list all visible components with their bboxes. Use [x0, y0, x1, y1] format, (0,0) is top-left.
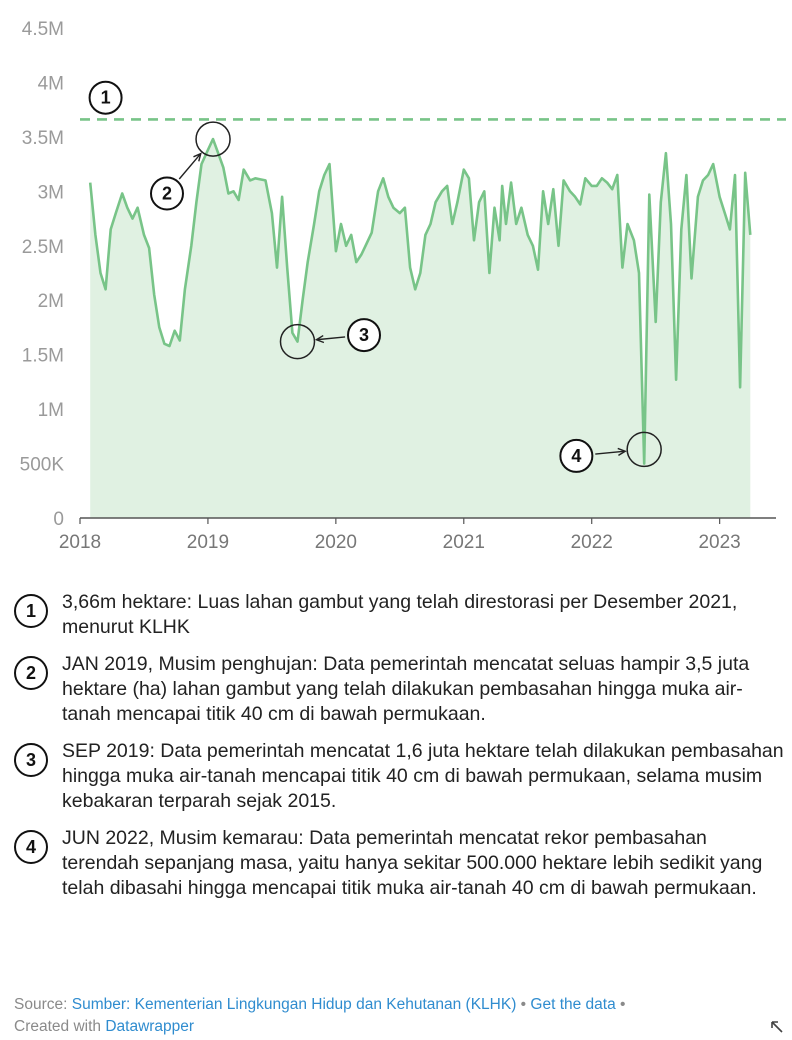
note-text-1: 3,66m hektare: Luas lahan gambut yang te…	[62, 591, 738, 638]
note-1: 1 3,66m hektare: Luas lahan gambut yang …	[14, 590, 786, 640]
note-number-1: 1	[14, 594, 48, 628]
note-2: 2 JAN 2019, Musim penghujan: Data pemeri…	[14, 652, 786, 727]
annotation-arrowhead	[314, 334, 325, 344]
expand-arrow-icon[interactable]	[768, 1018, 786, 1036]
source-link[interactable]: Sumber: Kementerian Lingkungan Hidup dan…	[71, 996, 517, 1013]
source-prefix: Source:	[14, 996, 72, 1013]
note-text-3: SEP 2019: Data pemerintah mencatat 1,6 j…	[62, 740, 784, 812]
x-tick-label: 2019	[187, 532, 229, 553]
annotation-target-circle-2	[195, 121, 231, 157]
series-line	[88, 137, 752, 465]
note-number-4: 4	[14, 830, 48, 864]
annotation-marker-4	[559, 438, 594, 473]
get-data-link[interactable]: Get the data	[530, 996, 616, 1013]
y-tick-label: 4M	[38, 73, 64, 94]
y-tick-label: 2.5M	[22, 237, 64, 258]
created-prefix: Created with	[14, 1018, 106, 1035]
y-tick-label: 1M	[38, 400, 64, 421]
x-tick-label: 2022	[571, 532, 613, 553]
annotation-arrow	[178, 153, 202, 180]
annotation-arrow	[316, 336, 346, 341]
annotation-target-circle-3	[279, 323, 316, 360]
annotation-number-4: 4	[571, 446, 581, 466]
annotation-arrow	[595, 450, 626, 455]
chart-container: 0 500K 1M 1.5M 2M 2.5M 3M 3.5M 4M 4.5M 2018 2019 202…	[20, 19, 786, 553]
annotation-number-1: 1	[101, 88, 111, 108]
note-text-4: JUN 2022, Musim kemarau: Data pemerintah…	[62, 827, 763, 899]
chart-footer: Source: Sumber: Kementerian Lingkungan H…	[14, 994, 774, 1038]
note-number-3: 3	[14, 743, 48, 777]
footer-separator-1: •	[516, 996, 531, 1013]
annotation-marker-3	[347, 318, 381, 353]
note-4: 4 JUN 2022, Musim kemarau: Data pemerint…	[14, 826, 786, 901]
annotation-marker-2	[149, 176, 184, 211]
annotation-arrowhead	[617, 447, 627, 456]
chart-svg: 0 500K 1M 1.5M 2M 2.5M 3M 3.5M 4M 4.5M 2018 2019 202…	[20, 19, 786, 553]
x-tick-label: 2018	[59, 532, 101, 553]
annotation-target-circle-4	[626, 431, 662, 468]
annotation-number-3: 3	[359, 325, 369, 345]
annotation-notes: 1 3,66m hektare: Luas lahan gambut yang …	[14, 590, 786, 913]
y-tick-label: 500K	[20, 455, 65, 476]
annotation-arrowhead	[193, 152, 202, 162]
y-tick-label: 2M	[38, 291, 64, 312]
y-tick-label: 1.5M	[22, 346, 64, 367]
y-tick-label: 4.5M	[22, 19, 64, 40]
y-tick-label: 3.5M	[22, 128, 64, 149]
annotation-marker-1	[88, 80, 123, 115]
x-tick-label: 2021	[443, 532, 485, 553]
note-3: 3 SEP 2019: Data pemerintah mencatat 1,6…	[14, 739, 786, 814]
series-area	[90, 139, 751, 518]
footer-separator-2: •	[615, 996, 626, 1013]
annotation-number-2: 2	[162, 184, 172, 204]
note-number-2: 2	[14, 656, 48, 690]
x-tick-label: 2020	[315, 532, 357, 553]
y-tick-label: 3M	[38, 182, 64, 203]
note-text-2: JAN 2019, Musim penghujan: Data pemerint…	[62, 653, 750, 725]
x-tick-label: 2023	[698, 532, 740, 553]
datawrapper-link[interactable]: Datawrapper	[105, 1018, 195, 1035]
y-tick-label: 0	[53, 509, 64, 530]
